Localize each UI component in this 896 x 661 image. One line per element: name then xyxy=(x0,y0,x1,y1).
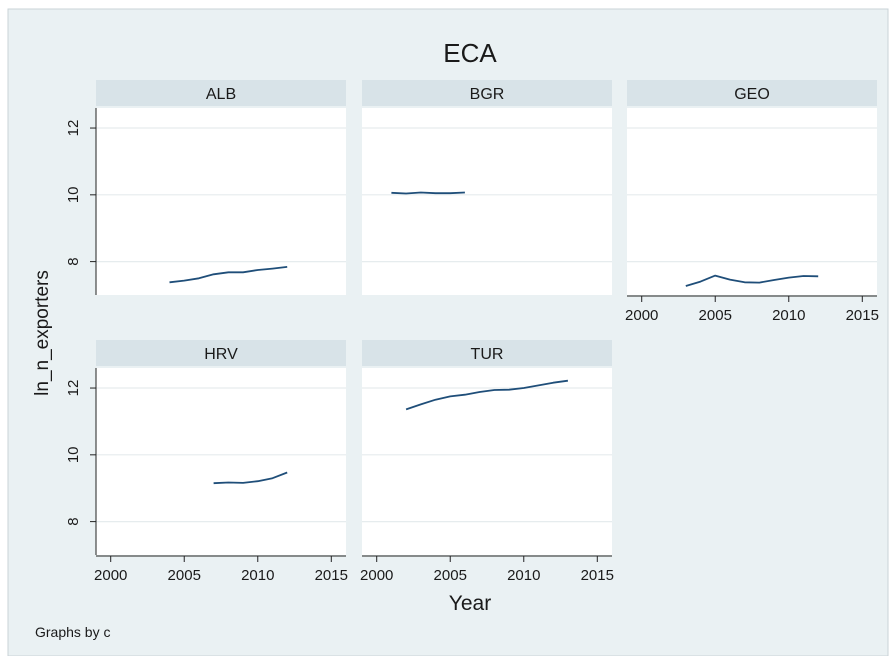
x-tick-label: 2015 xyxy=(846,307,879,324)
panel-plot-area xyxy=(362,368,612,555)
x-tick-label: 2015 xyxy=(581,567,614,584)
y-tick-label: 12 xyxy=(65,120,82,137)
panel-strip xyxy=(627,80,877,106)
panel-plot-area xyxy=(96,108,346,295)
y-tick-label: 10 xyxy=(65,446,82,463)
y-axis-title: ln_n_exporters xyxy=(32,270,53,396)
x-tick-label: 2005 xyxy=(168,567,201,584)
panel-geo: GEO 2000 2005 2010 2015 xyxy=(625,80,879,324)
graph-region xyxy=(7,8,889,657)
panel-tur: TUR 2000 2005 2010 2015 xyxy=(360,340,614,584)
graphs-by-note: Graphs by c xyxy=(35,624,110,640)
panel-hrv: HRV 8 10 12 2000 2005 2010 2015 xyxy=(65,340,348,584)
y-tick-label: 12 xyxy=(65,380,82,397)
panel-strip xyxy=(96,80,346,106)
panel-strip xyxy=(362,80,612,106)
x-tick-label: 2015 xyxy=(315,567,348,584)
panel-strip-label: ALB xyxy=(206,86,236,103)
chart-title: ECA xyxy=(443,38,497,68)
x-tick-label: 2000 xyxy=(625,307,658,324)
panel-strip-label: BGR xyxy=(470,86,505,103)
panel-strip-label: HRV xyxy=(204,346,238,363)
series-line-geo xyxy=(685,274,819,287)
x-tick-label: 2010 xyxy=(772,307,805,324)
series-line-tur xyxy=(405,379,569,411)
y-tick-label: 10 xyxy=(65,186,82,203)
panel-strip xyxy=(362,340,612,366)
x-axis-title: Year xyxy=(449,592,491,615)
series-line-alb xyxy=(169,266,288,284)
series-line-bgr xyxy=(391,191,465,195)
y-tick-label: 8 xyxy=(65,517,82,525)
panel-strip xyxy=(96,340,346,366)
panels-group: ALB 8 10 12 BGR GEO 2000 2005 2010 2015 HRV 8 10 12 20… xyxy=(65,80,879,584)
x-tick-label: 2005 xyxy=(434,567,467,584)
panel-strip-label: GEO xyxy=(734,86,770,103)
y-tick-label: 8 xyxy=(65,257,82,265)
x-tick-label: 2005 xyxy=(699,307,732,324)
x-tick-label: 2010 xyxy=(241,567,274,584)
x-tick-label: 2000 xyxy=(94,567,127,584)
panel-plot-area xyxy=(96,368,346,555)
panel-strip-label: TUR xyxy=(471,346,504,363)
panel-plot-area xyxy=(362,108,612,295)
x-tick-label: 2010 xyxy=(507,567,540,584)
x-tick-label: 2000 xyxy=(360,567,393,584)
panel-alb: ALB 8 10 12 xyxy=(65,80,346,295)
panel-plot-area xyxy=(627,108,877,295)
panel-bgr: BGR xyxy=(362,80,612,295)
series-line-hrv xyxy=(213,471,288,485)
